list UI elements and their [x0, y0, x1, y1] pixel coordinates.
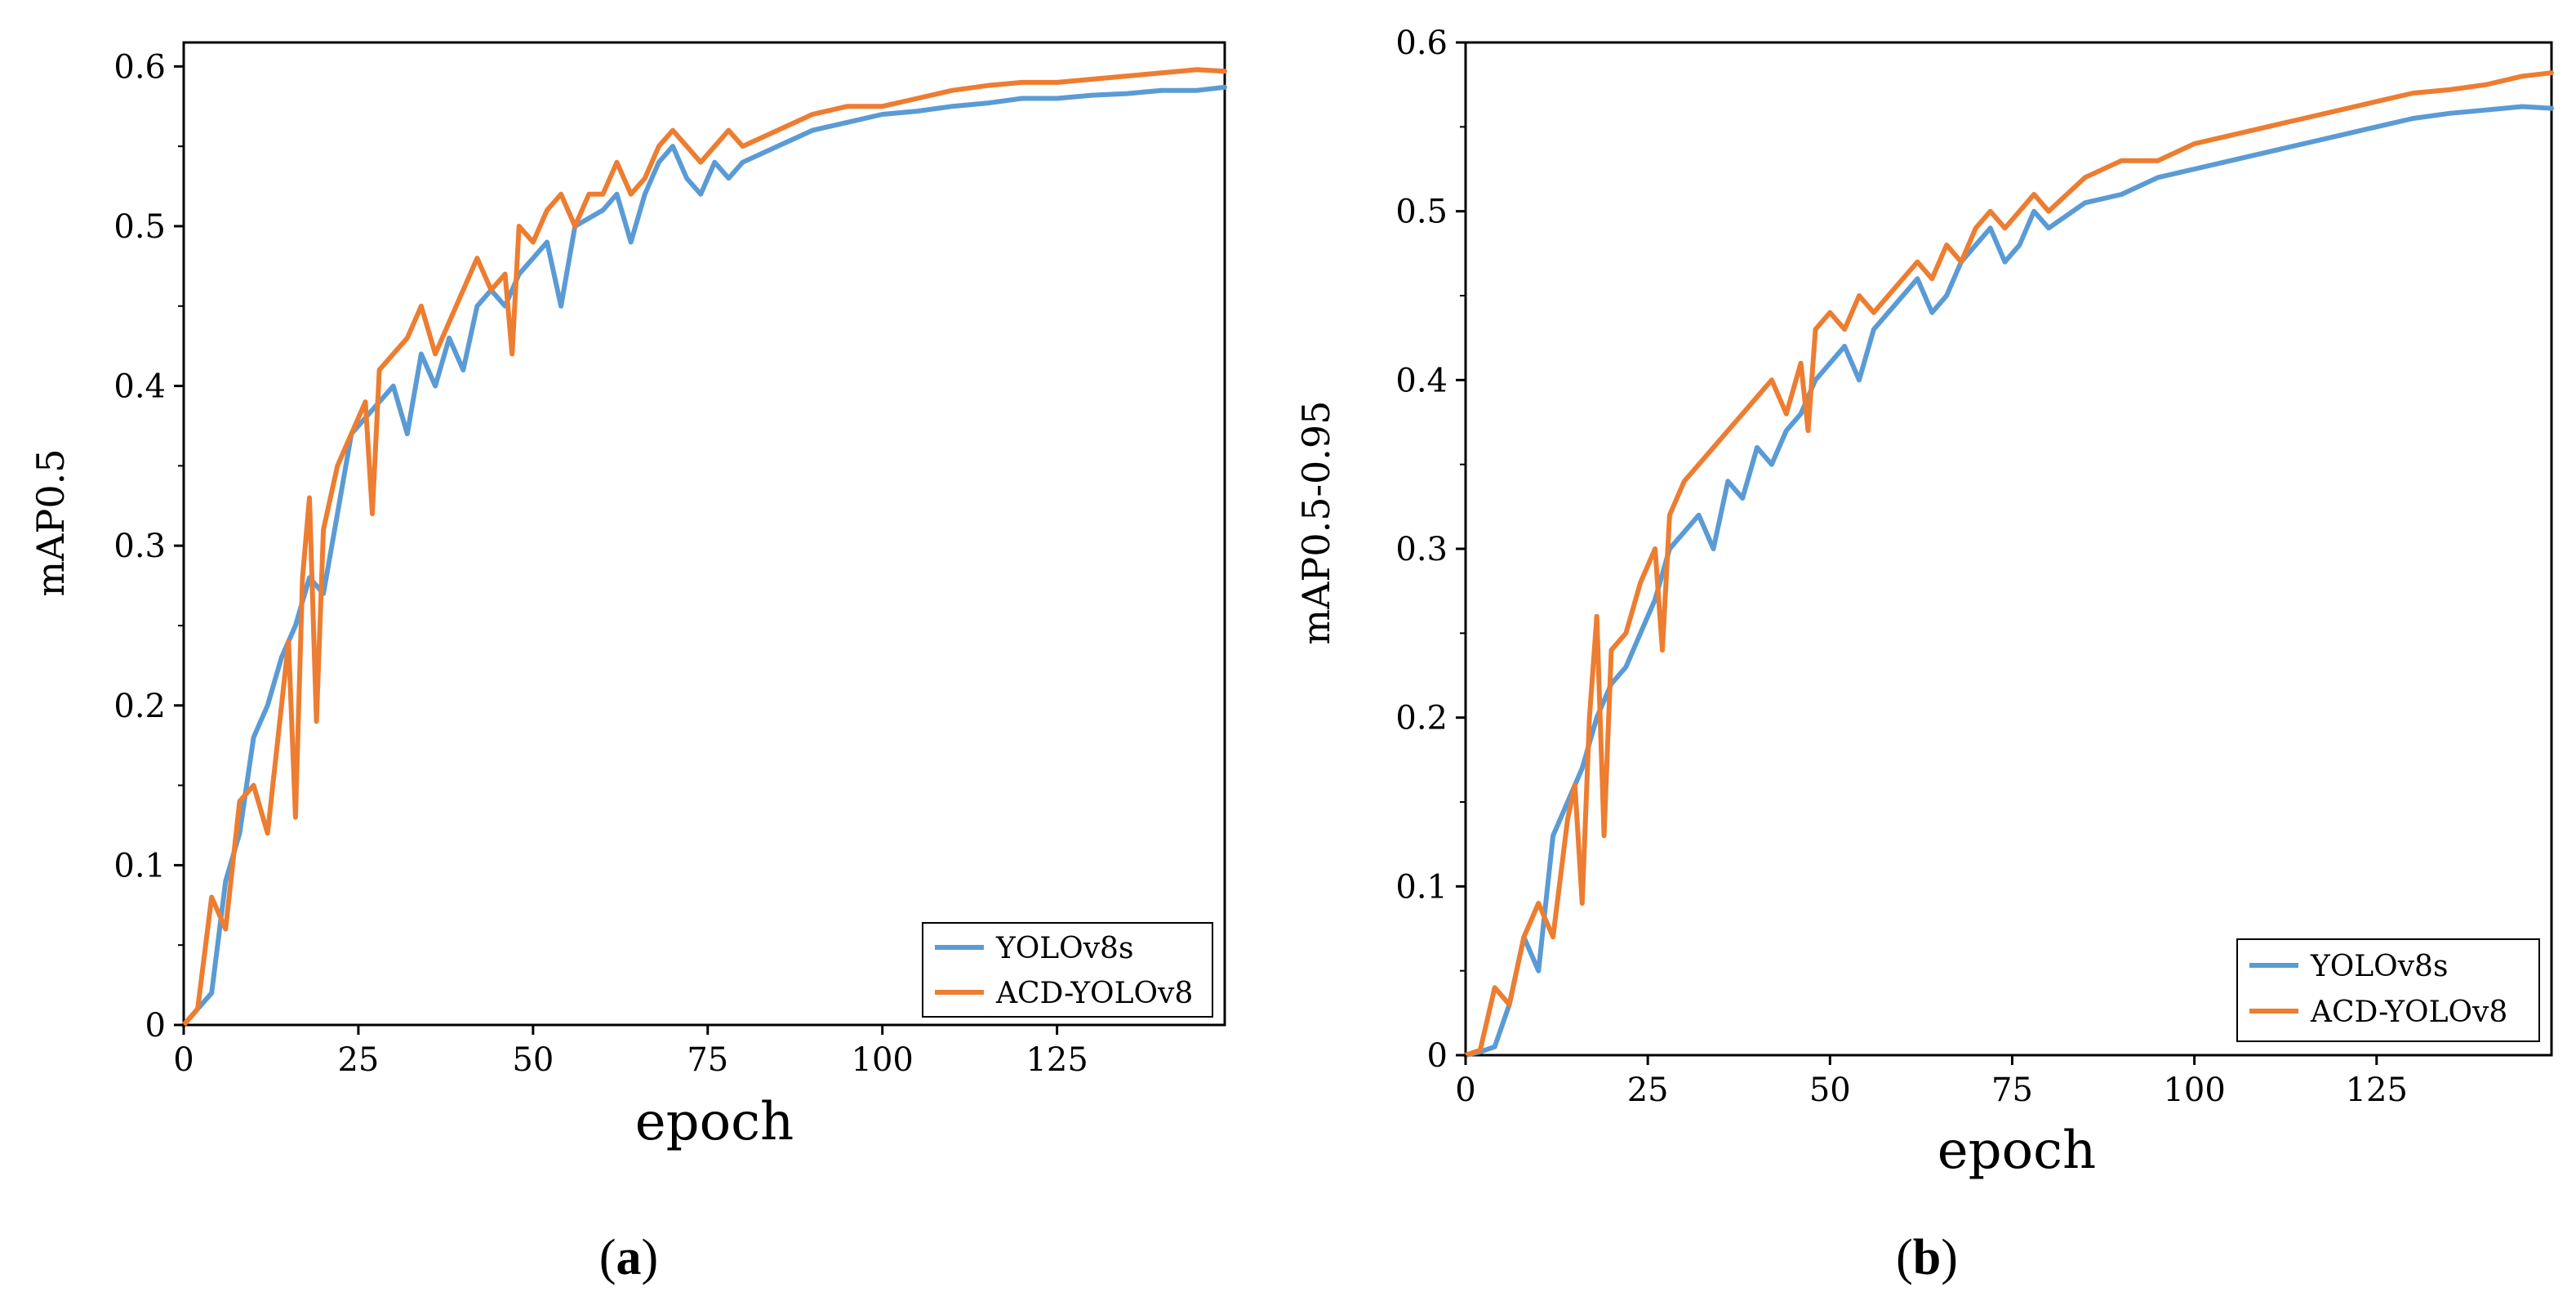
y-tick-label: 0.3 — [1395, 531, 1448, 568]
x-tick-label: 125 — [1026, 1041, 1088, 1079]
legend: YOLOv8s ACD-YOLOv8 — [2236, 938, 2540, 1042]
series-lines — [181, 67, 1227, 1027]
caption-letter: a — [616, 1230, 642, 1285]
caption-close-paren: ) — [642, 1230, 659, 1285]
x-tick-label: 125 — [2346, 1072, 2408, 1109]
caption-open-paren: ( — [599, 1230, 616, 1285]
x-tick-label: 100 — [2163, 1072, 2225, 1109]
x-ticks: 0 25 50 75 100 125 — [1455, 1055, 2408, 1109]
caption-letter: b — [1913, 1230, 1941, 1285]
y-ticks: 0 0.1 0.2 0.3 0.4 0.5 0.6 — [113, 48, 184, 1045]
panel-caption-b: (b) — [1896, 1230, 1958, 1285]
x-tick-label: 75 — [1991, 1072, 2033, 1109]
y-ticks: 0 0.1 0.2 0.3 0.4 0.5 0.6 — [1395, 25, 1466, 1075]
legend: YOLOv8s ACD-YOLOv8 — [922, 922, 1213, 1018]
x-tick-label: 0 — [1455, 1072, 1475, 1109]
x-tick-label: 25 — [1627, 1072, 1669, 1109]
legend-box — [922, 922, 1213, 1018]
panel-caption-a: (a) — [599, 1230, 658, 1285]
chart-panel-b: 0 25 50 75 100 125 00.10.20.30.40.50.6 epoch … — [1294, 25, 2554, 1285]
plot-frame — [1464, 41, 2553, 1057]
x-axis-label: epoch — [635, 1092, 794, 1152]
y-tick-label: 0 — [145, 1007, 166, 1045]
legend-label-acd-yolov8: ACD-YOLOv8 — [2310, 996, 2507, 1029]
y-tick-label: 0.4 — [113, 368, 166, 406]
x-tick-label: 0 — [173, 1041, 194, 1079]
y-tick-label: 0 — [1427, 1037, 1448, 1075]
y-axis-label: mAP0.5-0.95 — [1294, 401, 1338, 645]
y-tick-label: 0.4 — [1395, 362, 1448, 399]
y-tick-label: 0.5 — [113, 208, 166, 246]
x-tick-label: 50 — [1809, 1072, 1851, 1109]
caption-close-paren: ) — [1941, 1230, 1958, 1285]
y-axis-label: mAP0.5 — [29, 449, 73, 597]
y-tick-label: 0.1 — [1395, 868, 1448, 906]
x-axis-label: epoch — [1938, 1121, 2096, 1181]
y-tick-label: 0.6 — [113, 48, 166, 86]
x-tick-label: 75 — [687, 1041, 728, 1079]
caption-open-paren: ( — [1896, 1230, 1913, 1285]
series-line-acd-yolov8 — [1463, 70, 2554, 1058]
y-tick-label: 0.2 — [1395, 700, 1448, 737]
x-ticks: 0 25 50 75 100 125 — [173, 1025, 1088, 1079]
chart-panel-a: 0 25 50 75 100 125 00.10.20.30.40.50.6 epoch … — [29, 41, 1227, 1285]
legend-label-yolov8s: YOLOv8s — [2310, 950, 2448, 983]
series-line-yolov8s — [1463, 104, 2554, 1058]
y-tick-label: 0.6 — [1395, 25, 1448, 62]
legend-label-yolov8s: YOLOv8s — [995, 932, 1133, 965]
series-line-acd-yolov8 — [181, 67, 1227, 1027]
y-tick-label: 0.3 — [113, 528, 166, 565]
y-tick-label: 0.5 — [1395, 194, 1448, 231]
y-tick-label: 0.1 — [113, 847, 166, 884]
x-tick-label: 25 — [337, 1041, 379, 1079]
x-tick-label: 50 — [512, 1041, 554, 1079]
plot-frame — [182, 41, 1226, 1027]
y-tick-label: 0.2 — [113, 688, 166, 725]
legend-label-acd-yolov8: ACD-YOLOv8 — [995, 977, 1193, 1010]
legend-box — [2236, 938, 2540, 1042]
series-line-yolov8s — [181, 84, 1227, 1027]
x-tick-label: 100 — [852, 1041, 914, 1079]
series-lines — [1463, 70, 2554, 1058]
